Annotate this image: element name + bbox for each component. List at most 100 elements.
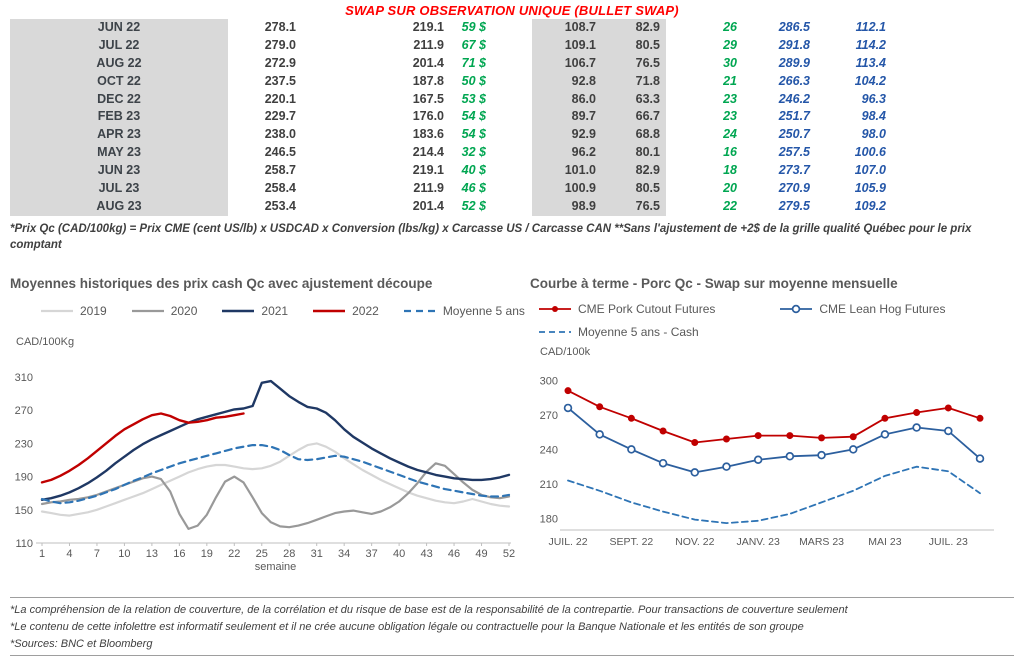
table-cell: 250.7 (778, 127, 810, 142)
table-cell (502, 108, 532, 126)
table-cell: 46 $ (461, 181, 486, 196)
table-cell: 187.8 (412, 73, 444, 88)
legend-item-2021: 2021 (221, 304, 288, 318)
footer-note: *Le contenu de cette infolettre est info… (10, 621, 804, 633)
table-cell: 106.7 (532, 54, 602, 73)
series-marker-cme-pork-cutout-futures (659, 427, 667, 435)
x-axis-label: semaine (254, 561, 297, 573)
table-cell: 211.9 (413, 181, 444, 196)
y-tick-label: 300 (540, 375, 558, 387)
table-cell: 18 (723, 163, 737, 178)
table-cell: 258.4 (264, 181, 296, 196)
table-row: JUL 22 279.0 211.9 67 $ 109.1 80.5 29 291.8 114.… (10, 36, 1014, 55)
series-marker-cme-pork-cutout-futures (849, 433, 857, 441)
table-cell: 71 $ (461, 55, 486, 70)
x-tick-label: 49 (475, 548, 487, 560)
legend-label: 2021 (261, 304, 289, 318)
legend-swatch-icon (539, 331, 571, 333)
footer-notes: *La compréhension de la relation de couv… (10, 597, 1014, 653)
series-marker-cme-lean-hog-futures (595, 430, 604, 439)
table-row: AUG 23 253.4 201.4 52 $ 98.9 76.5 22 279.5 109.2 (10, 197, 1014, 216)
chart-forward-curve: Courbe à terme - Porc Qc - Swap sur moye… (530, 274, 1022, 594)
table-cell: 67 $ (461, 37, 486, 52)
legend-item-cme-lean-hog-futures: CME Lean Hog Futures (779, 302, 945, 316)
table-cell: 92.8 (532, 72, 602, 91)
series-marker-cme-pork-cutout-futures (564, 387, 572, 395)
table-cell: 101.0 (532, 162, 602, 181)
table-cell: 229.7 (264, 109, 296, 124)
legend-label: CME Lean Hog Futures (819, 302, 946, 316)
table-cell: 220.1 (264, 91, 296, 106)
table-cell: 86.0 (532, 90, 602, 109)
table-cell: 40 $ (461, 163, 486, 178)
table-cell: 54 $ (461, 109, 486, 124)
x-tick-label: 7 (94, 548, 100, 560)
series-marker-cme-lean-hog-futures (848, 445, 858, 454)
table-cell: 22 (723, 198, 737, 213)
legend-label: 2022 (352, 304, 379, 318)
table-cell: 246.5 (264, 145, 296, 160)
table-cell: 201.4 (412, 198, 444, 213)
y-tick-label: 150 (15, 505, 33, 517)
table-cell: 23 (723, 91, 737, 106)
x-tick-label: 10 (118, 548, 130, 560)
table-cell: 68.8 (602, 126, 666, 145)
series-marker-cme-lean-hog-futures (817, 450, 826, 460)
table-row: JUL 23 258.4 211.9 46 $ 100.9 80.5 20 270.9 105.… (10, 180, 1014, 198)
table-cell: 54 $ (461, 127, 486, 142)
series-marker-cme-pork-cutout-futures (627, 414, 635, 422)
y-tick-label: 240 (540, 444, 558, 456)
table-cell (502, 19, 532, 37)
table-cell (502, 198, 532, 216)
table-cell: 98.0 (861, 127, 886, 142)
legend-swatch-icon (41, 309, 73, 313)
series-marker-cme-lean-hog-futures (944, 426, 953, 436)
x-tick-label: 16 (173, 548, 185, 560)
table-row: OCT 22 237.5 187.8 50 $ 92.8 71.8 21 266.3 104.2 (10, 72, 1014, 91)
table-cell (892, 198, 1014, 216)
series-marker-cme-pork-cutout-futures (596, 403, 604, 411)
page-title: SWAP SUR OBSERVATION UNIQUE (BULLET SWAP… (345, 3, 679, 18)
legend-swatch-icon (313, 309, 346, 313)
table-cell: 32 $ (461, 145, 486, 160)
x-tick-label: 28 (283, 548, 295, 560)
legend-item-moyenne-5-ans-cash: Moyenne 5 ans - Cash (538, 325, 699, 339)
series-marker-cme-pork-cutout-futures (691, 438, 699, 446)
series-marker-cme-pork-cutout-futures (722, 435, 730, 443)
legend-item-moyenne-5-ans: Moyenne 5 ans (403, 304, 525, 318)
legend-swatch-icon (222, 309, 255, 313)
table-cell: 278.1 (264, 20, 296, 34)
series-line-cme-lean-hog-futures (567, 407, 981, 474)
table-cell-month: JUN 23 (10, 162, 228, 181)
series-marker-cme-lean-hog-futures (658, 458, 668, 468)
series-line-2020 (40, 462, 511, 530)
x-tick-label: JUIL. 23 (929, 536, 968, 548)
table-cell-month: AUG 23 (10, 197, 228, 216)
legend-swatch-icon (539, 306, 571, 312)
table-cell: 211.9 (413, 37, 444, 52)
table-cell: 237.5 (264, 73, 296, 88)
x-tick-label: MARS 23 (799, 536, 844, 548)
table-cell: 246.2 (778, 91, 810, 106)
y-tick-label: 270 (15, 405, 33, 417)
x-tick-label: 34 (338, 548, 350, 560)
table-cell: 50 $ (461, 73, 486, 88)
table-cell: 24 (723, 127, 737, 142)
table-cell (892, 55, 1014, 73)
y-axis-unit-label: CAD/100k (540, 346, 591, 358)
table-cell: 108.7 (532, 19, 602, 37)
x-tick-label: 1 (39, 548, 45, 560)
table-cell-month: JUL 23 (10, 180, 228, 198)
legend-swatch-icon (131, 309, 164, 313)
table-cell: 291.8 (778, 37, 810, 52)
table-cell: 257.5 (778, 145, 810, 160)
x-tick-label: 46 (448, 548, 460, 560)
table-cell-month: APR 23 (10, 126, 228, 145)
table-row: MAY 23 246.5 214.4 32 $ 96.2 80.1 16 257.5 100.6 (10, 144, 1014, 163)
table-cell (502, 162, 532, 180)
table-cell: 104.2 (854, 73, 886, 88)
legend-label: Moyenne 5 ans - Cash (578, 325, 699, 339)
x-tick-label: 4 (66, 548, 72, 560)
table-cell: 219.1 (412, 163, 444, 178)
